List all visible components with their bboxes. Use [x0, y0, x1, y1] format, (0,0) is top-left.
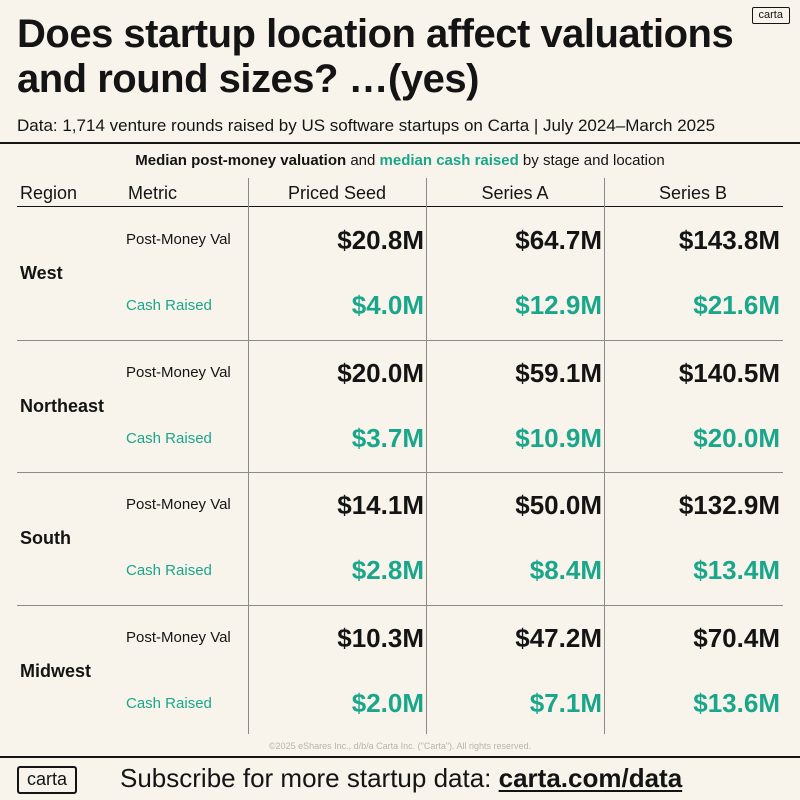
copyright-notice: ©2025 eShares Inc., d/b/a Carta Inc. ("C…: [268, 741, 532, 751]
cash-west-series-a: $12.9M: [515, 290, 602, 320]
metric-label-cash: Cash Raised: [126, 430, 212, 447]
valuation-south-series-a: $50.0M: [515, 490, 602, 520]
bottom-divider: [0, 756, 800, 758]
cash-midwest-series-a: $7.1M: [529, 688, 602, 718]
valuation-northeast-series-a: $59.1M: [515, 358, 602, 388]
legend-cash: median cash raised: [379, 152, 519, 169]
region-divider: [17, 340, 783, 341]
legend-valuation: Median post-money valuation: [135, 152, 347, 169]
cta-link[interactable]: carta.com/data: [498, 763, 683, 793]
valuation-south-series-b: $132.9M: [678, 490, 780, 520]
region-divider: [17, 605, 783, 606]
chart-legend: Median post-money valuation and median c…: [0, 151, 800, 171]
cash-northeast-series-a: $10.9M: [515, 423, 602, 453]
region-label-west: West: [20, 263, 63, 283]
cta-text: Subscribe for more startup data:: [120, 763, 499, 793]
region-divider: [17, 472, 783, 473]
page-subtitle: Data: 1,714 venture rounds raised by US …: [17, 116, 716, 135]
cash-south-series-b: $13.4M: [693, 555, 780, 585]
top-divider: [0, 142, 800, 144]
cash-south-series-a: $8.4M: [529, 555, 602, 585]
cash-west-series-b: $21.6M: [693, 290, 780, 320]
metric-label-cash: Cash Raised: [126, 695, 212, 712]
column-divider: [426, 178, 427, 734]
column-divider: [604, 178, 605, 734]
header-divider: [17, 206, 783, 207]
legend-suffix: by stage and location: [518, 152, 665, 169]
cash-south-priced-seed: $2.8M: [351, 555, 424, 585]
cash-northeast-series-b: $20.0M: [693, 423, 780, 453]
cash-midwest-priced-seed: $2.0M: [351, 688, 424, 718]
valuation-south-priced-seed: $14.1M: [337, 490, 424, 520]
metric-label-valuation: Post-Money Val: [126, 364, 231, 381]
valuation-west-series-b: $143.8M: [678, 225, 780, 255]
region-label-northeast: Northeast: [20, 396, 105, 416]
cash-midwest-series-b: $13.6M: [693, 688, 780, 718]
page-title: Does startup location affect valuations …: [17, 12, 734, 101]
subscribe-cta: Subscribe for more startup data: carta.c…: [120, 762, 682, 794]
col-header-priced-seed: Priced Seed: [287, 183, 387, 203]
column-divider: [248, 178, 249, 734]
region-label-south: South: [20, 528, 71, 548]
valuation-midwest-series-a: $47.2M: [515, 623, 602, 653]
col-header-metric: Metric: [128, 183, 177, 203]
col-header-series-b: Series B: [658, 183, 728, 203]
metric-label-valuation: Post-Money Val: [126, 231, 231, 248]
legend-and: and: [346, 152, 380, 169]
valuation-west-priced-seed: $20.8M: [337, 225, 424, 255]
carta-logo-small: carta: [751, 7, 790, 24]
valuation-northeast-priced-seed: $20.0M: [337, 358, 424, 388]
valuation-midwest-priced-seed: $10.3M: [337, 623, 424, 653]
col-header-series-a: Series A: [481, 183, 549, 203]
cash-west-priced-seed: $4.0M: [351, 290, 424, 320]
metric-label-valuation: Post-Money Val: [126, 629, 231, 646]
metric-label-valuation: Post-Money Val: [126, 496, 231, 513]
valuation-west-series-a: $64.7M: [515, 225, 602, 255]
valuation-midwest-series-b: $70.4M: [693, 623, 780, 653]
cash-northeast-priced-seed: $3.7M: [351, 423, 424, 453]
metric-label-cash: Cash Raised: [126, 297, 212, 314]
metric-label-cash: Cash Raised: [126, 562, 212, 579]
carta-logo[interactable]: carta: [17, 766, 78, 794]
region-label-midwest: Midwest: [20, 661, 92, 681]
col-header-region: Region: [20, 183, 78, 203]
valuation-northeast-series-b: $140.5M: [678, 358, 780, 388]
